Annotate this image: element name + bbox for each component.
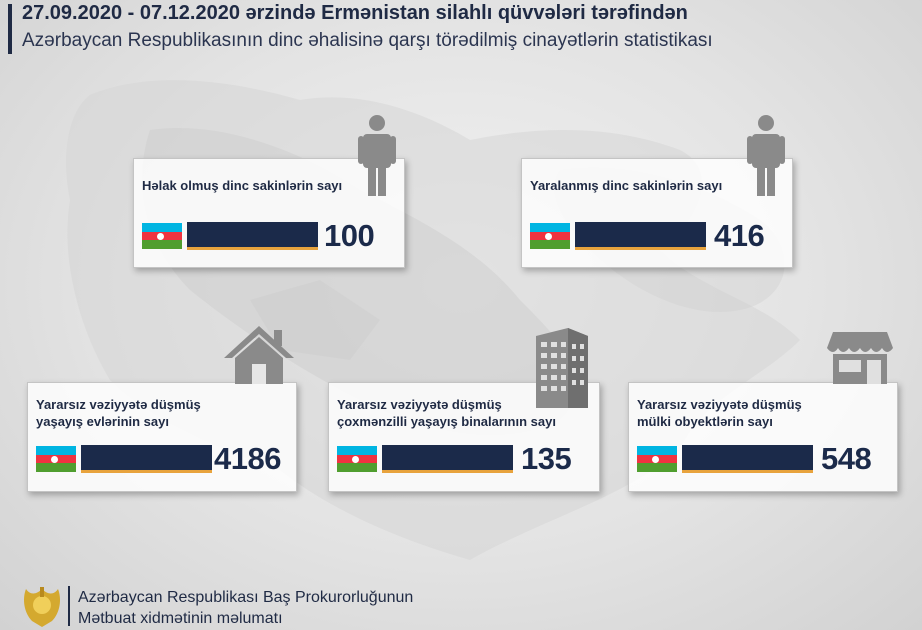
value-bar — [81, 445, 212, 473]
azerbaijan-flag-icon — [36, 446, 76, 472]
card-label-line2: mülki obyektlərin sayı — [637, 414, 773, 429]
stat-value: 416 — [714, 218, 765, 253]
stat-card-wounded: Yaralanmış dinc sakinlərin sayı 416 — [521, 158, 793, 268]
card-label: Yaralanmış dinc sakinlərin sayı — [530, 178, 723, 193]
value-bar — [682, 445, 813, 473]
card-label-line1: Yararsız vəziyyətə düşmüş — [637, 397, 802, 412]
house-icon — [224, 326, 294, 384]
value-bar — [575, 222, 706, 250]
azerbaijan-flag-icon — [530, 223, 570, 249]
page-subtitle: Azərbaycan Respublikasının dinc əhalisin… — [22, 30, 713, 51]
card-label: Həlak olmuş dinc sakinlərin sayı — [142, 178, 343, 193]
card-label-line1: Yararsız vəziyyətə düşmüş — [36, 397, 201, 412]
footer-divider — [68, 586, 70, 626]
page-title: 27.09.2020 - 07.12.2020 ərzində Ermənist… — [22, 2, 688, 24]
azerbaijan-flag-icon — [337, 446, 377, 472]
value-bar — [187, 222, 318, 250]
stat-value: 100 — [324, 218, 375, 253]
person-icon — [747, 115, 785, 196]
stat-card-civil-objects: Yararsız vəziyyətə düşmüş mülki obyektlə… — [628, 382, 898, 492]
apartment-building-icon — [536, 328, 588, 408]
card-label-line2: yaşayış evlərinin sayı — [36, 414, 169, 429]
shop-icon — [827, 332, 893, 384]
azerbaijan-flag-icon — [637, 446, 677, 472]
stat-card-houses: Yararsız vəziyyətə düşmüş yaşayış evləri… — [27, 382, 297, 492]
stat-value: 4186 — [214, 441, 281, 476]
azerbaijan-flag-icon — [142, 223, 182, 249]
footer-source-line2: Mətbuat xidmətinin məlumatı — [78, 610, 283, 627]
value-bar — [382, 445, 513, 473]
stat-value: 548 — [821, 441, 872, 476]
header-accent-bar — [8, 4, 12, 54]
card-label-line2: çoxmənzilli yaşayış binalarının sayı — [337, 414, 556, 429]
card-label-line1: Yararsız vəziyyətə düşmüş — [337, 397, 502, 412]
footer-source-line1: Azərbaycan Respublikası Baş Prokurorluğu… — [78, 589, 414, 606]
person-icon — [358, 115, 396, 196]
prosecutor-emblem-icon — [24, 587, 60, 627]
stat-card-killed: Həlak olmuş dinc sakinlərin sayı 100 — [133, 158, 405, 268]
stat-value: 135 — [521, 441, 572, 476]
